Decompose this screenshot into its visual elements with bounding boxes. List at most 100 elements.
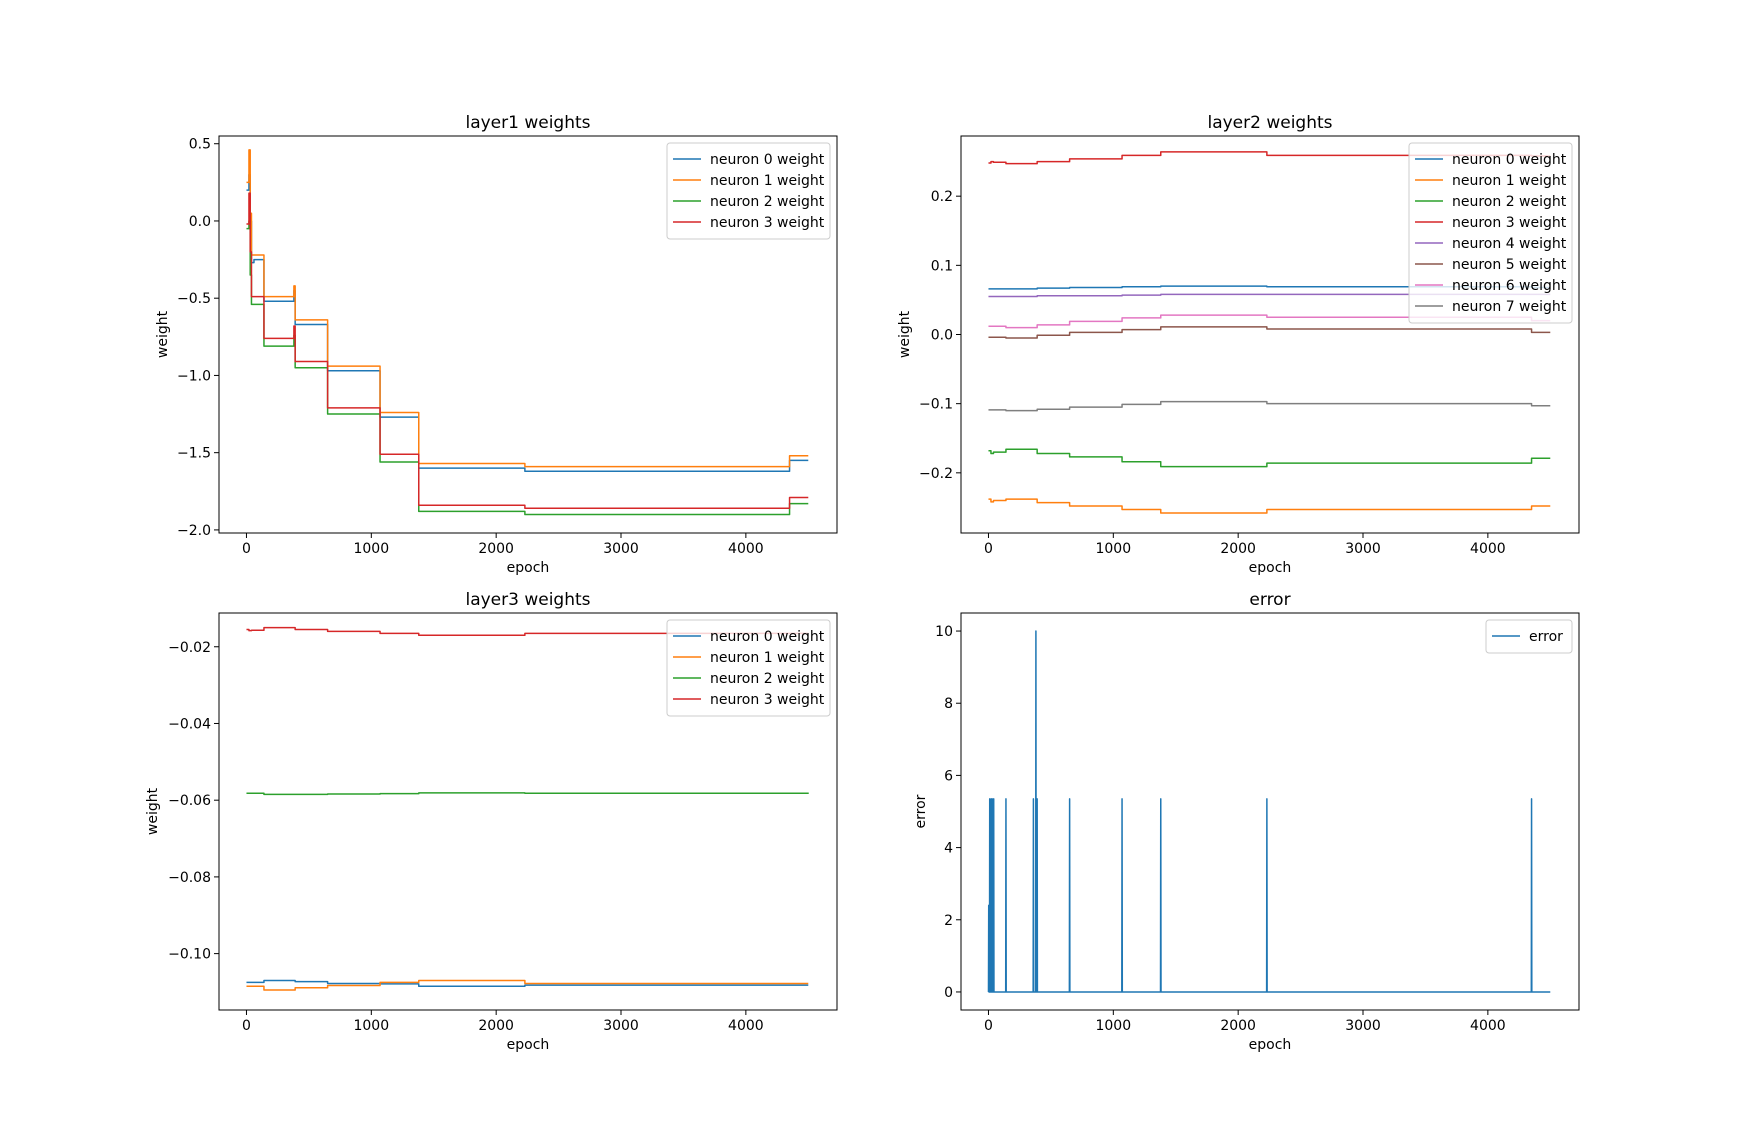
legend-label: neuron 3 weight — [710, 215, 825, 231]
y-tick-label: −0.1 — [919, 397, 953, 413]
axes-frame — [218, 135, 838, 534]
chart-title: layer3 weights — [465, 590, 590, 610]
legend-label: neuron 0 weight — [710, 629, 825, 645]
series-line-2 — [246, 220, 809, 516]
x-axis-label: epoch — [507, 1037, 550, 1053]
legend-label: neuron 1 weight — [710, 173, 825, 189]
y-tick-label: −0.06 — [168, 793, 211, 809]
legend-label: neuron 1 weight — [710, 650, 825, 666]
legend-label: neuron 0 weight — [1452, 152, 1567, 168]
legend: neuron 0 weight neuron 1 weight neuron 2 w… — [1408, 142, 1573, 324]
legend: neuron 0 weight neuron 1 weight neuron 2 w… — [666, 142, 831, 240]
legend-box — [666, 142, 831, 240]
series-line-3 — [246, 626, 809, 636]
x-tick-label: 4000 — [728, 541, 764, 557]
plot-area — [987, 630, 1551, 993]
plot-area — [246, 626, 810, 991]
x-tick-label: 3000 — [603, 1018, 639, 1034]
series-line-7 — [988, 400, 1551, 412]
x-axis-label: epoch — [507, 560, 550, 576]
y-tick-label: 0.1 — [931, 258, 953, 274]
y-tick-label: 0.2 — [931, 189, 953, 205]
y-tick-label: −0.08 — [168, 870, 211, 886]
x-tick-label: 2000 — [478, 1018, 514, 1034]
chart-title: error — [1249, 590, 1290, 610]
series-line-4 — [988, 293, 1551, 298]
legend-label: neuron 3 weight — [710, 692, 825, 708]
y-tick-label: 0 — [944, 985, 953, 1001]
legend-label: neuron 2 weight — [710, 671, 825, 687]
y-tick-label: 8 — [944, 696, 953, 712]
x-tick-label: 1000 — [353, 541, 389, 557]
legend-box — [1485, 619, 1573, 654]
series-line-3 — [246, 192, 809, 510]
x-tick-label: 3000 — [1345, 541, 1381, 557]
series-line-5 — [988, 326, 1551, 339]
y-axis-label: weight — [145, 787, 161, 835]
y-tick-label: −1.5 — [177, 446, 211, 462]
x-tick-label: 2000 — [1220, 1018, 1256, 1034]
y-tick-label: −1.0 — [177, 368, 211, 384]
legend-box — [666, 619, 831, 717]
x-tick-label: 0 — [984, 541, 993, 557]
legend-label: neuron 4 weight — [1452, 236, 1567, 252]
y-tick-label: −0.2 — [919, 466, 953, 482]
y-axis-label: weight — [155, 310, 171, 358]
x-tick-label: 0 — [242, 1018, 251, 1034]
legend: error — [1485, 619, 1573, 654]
series-line-0 — [987, 630, 1551, 993]
series-line-1 — [246, 979, 809, 991]
plot-area — [246, 149, 809, 516]
y-tick-label: 4 — [944, 841, 953, 857]
legend-label: neuron 5 weight — [1452, 257, 1567, 273]
chart-panel-2: 0 1000 2000 3000 4000 −0.02 −0.04 −0.06 −0.08 −0.… — [145, 590, 838, 1053]
series-line-2 — [988, 448, 1551, 468]
y-tick-label: −0.5 — [177, 291, 211, 307]
series-line-1 — [988, 498, 1551, 514]
y-tick-label: 0.5 — [189, 137, 211, 153]
series-line-3 — [988, 151, 1551, 165]
y-tick-label: 2 — [944, 913, 953, 929]
axes-frame — [960, 612, 1580, 1011]
x-tick-label: 0 — [984, 1018, 993, 1034]
y-tick-label: 10 — [935, 624, 953, 640]
x-tick-label: 1000 — [353, 1018, 389, 1034]
y-tick-label: −0.02 — [168, 640, 211, 656]
legend-label: neuron 2 weight — [710, 194, 825, 210]
y-tick-label: −0.04 — [168, 716, 211, 732]
legend-label: neuron 3 weight — [1452, 215, 1567, 231]
legend-label: error — [1529, 629, 1563, 645]
legend-label: neuron 6 weight — [1452, 278, 1567, 294]
x-tick-label: 0 — [242, 541, 251, 557]
y-axis-label: error — [913, 794, 929, 828]
axes-frame — [218, 612, 838, 1011]
chart-title: layer1 weights — [465, 113, 590, 133]
legend: neuron 0 weight neuron 1 weight neuron 2 w… — [666, 619, 831, 717]
x-tick-label: 4000 — [1470, 541, 1506, 557]
series-line-0 — [246, 979, 809, 987]
x-tick-label: 3000 — [603, 541, 639, 557]
chart-title: layer2 weights — [1207, 113, 1332, 133]
y-tick-label: −2.0 — [177, 523, 211, 539]
x-tick-label: 2000 — [478, 541, 514, 557]
chart-panel-0: 0 1000 2000 3000 4000 0.5 0.0 −0.5 −1.0 −1.5 −2.0 l… — [155, 113, 838, 576]
y-tick-label: 6 — [944, 768, 953, 784]
x-tick-label: 2000 — [1220, 541, 1256, 557]
x-axis-label: epoch — [1249, 1037, 1292, 1053]
legend-box — [1408, 142, 1573, 324]
chart-panel-3: 0 1000 2000 3000 4000 0 2 4 6 8 10 error epoch error e… — [913, 590, 1580, 1053]
y-tick-label: −0.10 — [168, 947, 211, 963]
x-tick-label: 4000 — [1470, 1018, 1506, 1034]
y-tick-label: 0.0 — [931, 328, 953, 344]
y-axis-label: weight — [897, 310, 913, 358]
chart-panel-1: 0 1000 2000 3000 4000 0.2 0.1 0.0 −0.1 −0.2 layer2… — [897, 113, 1580, 576]
series-line-2 — [246, 792, 810, 796]
x-tick-label: 1000 — [1095, 1018, 1131, 1034]
x-tick-label: 3000 — [1345, 1018, 1381, 1034]
legend-label: neuron 0 weight — [710, 152, 825, 168]
series-line-6 — [988, 314, 1551, 329]
legend-label: neuron 2 weight — [1452, 194, 1567, 210]
y-tick-label: 0.0 — [189, 214, 211, 230]
legend-label: neuron 7 weight — [1452, 299, 1567, 315]
